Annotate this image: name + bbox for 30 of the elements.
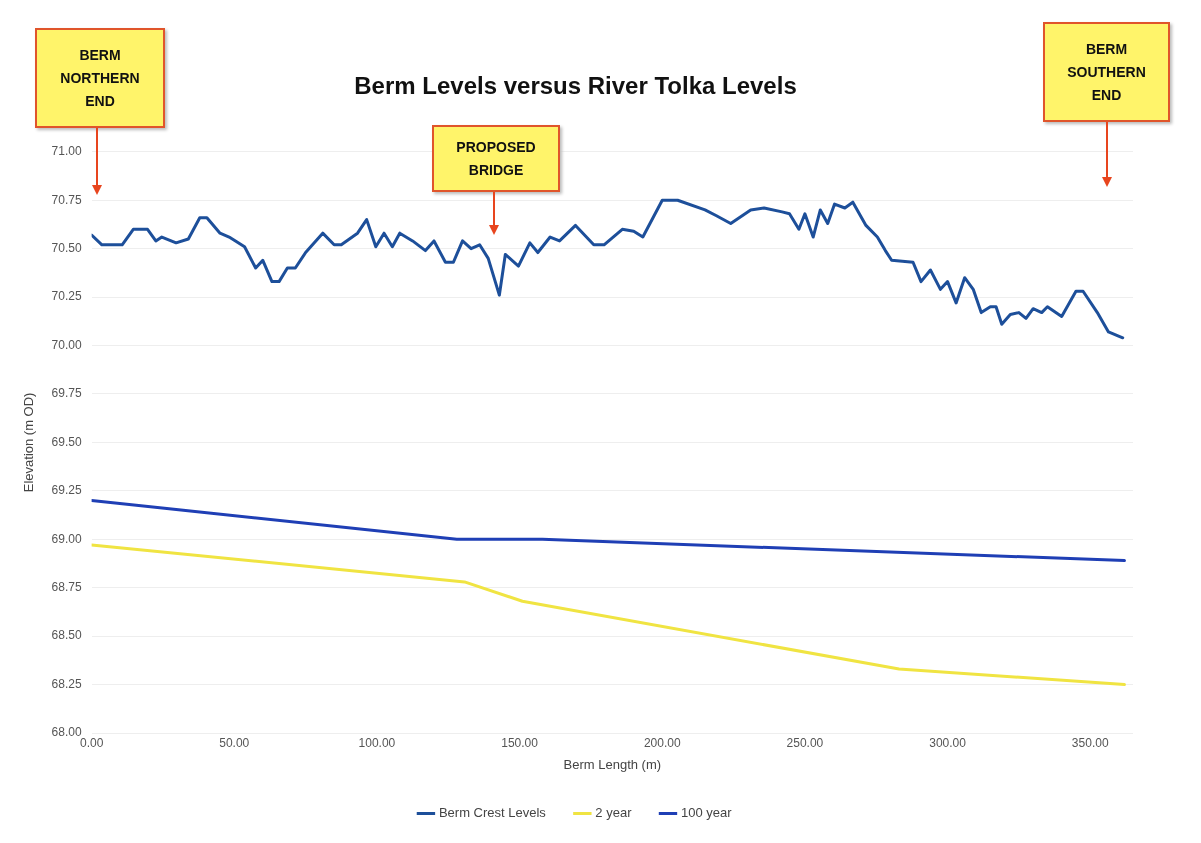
x-axis-title: Berm Length (m) xyxy=(563,756,662,772)
x-tick-label: 150.00 xyxy=(501,735,539,750)
x-tick-label: 200.00 xyxy=(643,735,681,750)
y-tick-label: 70.50 xyxy=(51,240,82,255)
y-tick-label: 69.25 xyxy=(51,483,82,498)
y-tick-label: 70.25 xyxy=(51,289,82,304)
y-tick-label: 68.75 xyxy=(51,580,82,595)
callout-box: BERM SOUTHERN END xyxy=(1043,22,1170,122)
legend-label: 100 year xyxy=(680,805,733,821)
y-tick-label: 69.50 xyxy=(51,434,82,449)
y-tick-label: 71.00 xyxy=(51,144,82,159)
y-tick-label: 70.00 xyxy=(51,337,82,352)
y-axis-title: Elevation (m OD) xyxy=(21,392,37,493)
y-tick-label: 70.75 xyxy=(51,192,82,207)
legend-label: Berm Crest Levels xyxy=(438,805,547,821)
x-tick-label: 50.00 xyxy=(219,735,250,750)
x-tick-label: 300.00 xyxy=(929,735,967,750)
y-tick-label: 69.75 xyxy=(51,386,82,401)
y-tick-label: 68.50 xyxy=(51,628,82,643)
chart-title: Berm Levels versus River Tolka Levels xyxy=(354,72,797,100)
x-tick-label: 100.00 xyxy=(358,735,396,750)
x-tick-label: 250.00 xyxy=(786,735,824,750)
y-tick-label: 69.00 xyxy=(51,531,82,546)
callout-box: BERM NORTHERN END xyxy=(35,28,165,128)
y-tick-label: 68.25 xyxy=(51,676,82,691)
legend-label: 2 year xyxy=(595,805,633,821)
x-tick-label: 350.00 xyxy=(1071,735,1109,750)
y-tick-label: 68.00 xyxy=(51,725,82,740)
x-tick-label: 0.00 xyxy=(79,735,104,750)
callout-box: PROPOSED BRIDGE xyxy=(432,125,560,192)
